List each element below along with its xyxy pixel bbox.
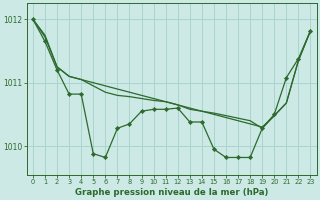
X-axis label: Graphe pression niveau de la mer (hPa): Graphe pression niveau de la mer (hPa) (75, 188, 268, 197)
